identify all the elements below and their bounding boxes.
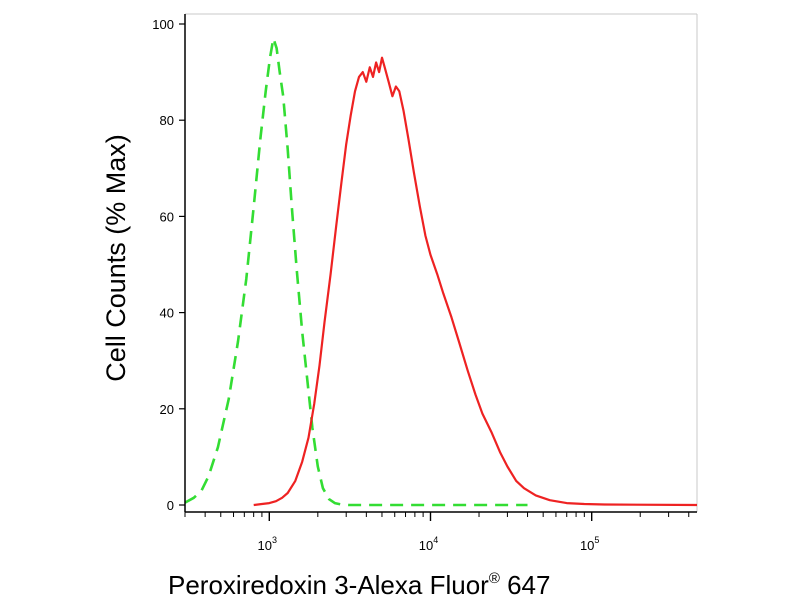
x-axis-label-registered-mark: ® [489, 570, 500, 587]
x-tick-label-base: 10 [419, 538, 433, 553]
series-red-solid-line [253, 56, 698, 507]
x-axis-label: Peroxiredoxin 3-Alexa Fluor® 647 [168, 570, 550, 600]
x-tick-labels: 103 104 105 [258, 535, 600, 553]
y-tick-label: 0 [167, 498, 174, 513]
series-green-dashed-line [184, 37, 528, 507]
x-tick-label: 103 [258, 535, 277, 553]
x-tick-label-base: 10 [580, 538, 594, 553]
x-tick-label-exponent: 4 [433, 535, 438, 545]
axes-layer [179, 14, 697, 521]
x-tick-label: 104 [419, 535, 438, 553]
y-tick-label: 20 [160, 402, 174, 417]
y-axis-label: Cell Counts (% Max) [101, 134, 131, 382]
x-axis-label-main: Peroxiredoxin 3-Alexa Fluor [168, 570, 489, 600]
x-tick-label-exponent: 5 [594, 535, 599, 545]
y-tick-label: 100 [152, 17, 174, 32]
x-tick-label-exponent: 3 [272, 535, 277, 545]
series-layer [184, 37, 698, 507]
x-axis-label-suffix: 647 [500, 570, 551, 600]
y-tick-labels: 0 20 40 60 80 100 [152, 17, 174, 513]
y-tick-label: 60 [160, 209, 174, 224]
plot-area [185, 13, 698, 512]
y-tick-label: 40 [160, 306, 174, 321]
x-tick-label-base: 10 [258, 538, 272, 553]
y-tick-label: 80 [160, 113, 174, 128]
x-tick-label: 105 [580, 535, 599, 553]
